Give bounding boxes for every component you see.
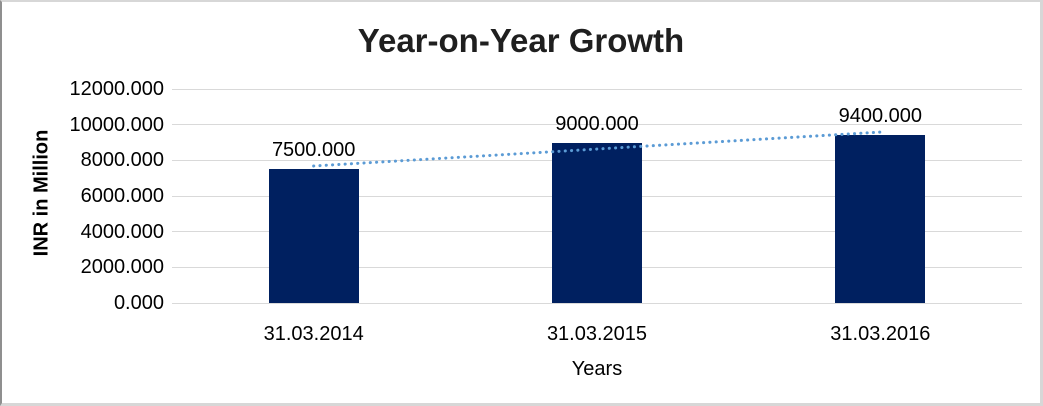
x-tick-label: 31.03.2016: [830, 323, 931, 345]
gridline: [172, 302, 1022, 304]
bar-31-03-2015: [552, 142, 642, 303]
data-label: 9400.000: [838, 105, 923, 128]
x-tick-label: 31.03.2014: [263, 323, 364, 345]
gridline: [172, 124, 1022, 126]
data-label: 7500.000: [271, 139, 356, 162]
x-axis-title: Years: [571, 358, 623, 380]
bar-31-03-2014: [268, 169, 359, 303]
y-tick-label: 10000.000: [69, 113, 164, 136]
y-tick-label: 2000.000: [80, 256, 164, 279]
gridline: [172, 88, 1022, 90]
y-tick-label: 8000.000: [80, 149, 164, 172]
y-tick-label: 4000.000: [80, 220, 164, 243]
y-tick-label: 6000.000: [80, 185, 164, 207]
data-label: 9000.000: [555, 112, 639, 135]
x-tick-label: 31.03.2015: [546, 323, 648, 345]
bar-31-03-2016: [835, 135, 926, 303]
y-tick-label: 0.000: [113, 292, 164, 314]
chart-title: Year-on-Year Growth: [357, 22, 685, 59]
y-tick-label: 12000.000: [69, 78, 164, 100]
